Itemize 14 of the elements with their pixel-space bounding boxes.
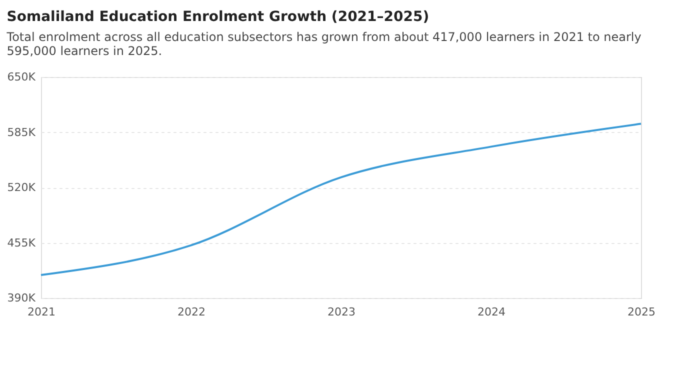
x-tick-label: 2023	[328, 306, 356, 318]
chart-title: Somaliland Education Enrolment Growth (2021–2025)	[6, 9, 430, 25]
text: Total enrolment across all education subsectors has grown from about 417,000 learners in 2021 to nearly	[6, 30, 642, 44]
text: 595,000 learners in 2025.	[6, 44, 162, 58]
y-tick-label: 650K	[7, 70, 36, 84]
line-series	[40, 122, 642, 276]
x-tick-label: 2025	[628, 306, 656, 318]
x-tick-label: 2021	[28, 306, 56, 318]
x-tick-label: 2024	[478, 306, 506, 318]
y-tick-label: 390K	[7, 292, 36, 304]
y-tick-label: 585K	[7, 126, 36, 139]
y-tick-label: 455K	[7, 236, 36, 250]
x-tick-label: 2022	[178, 306, 206, 318]
y-tick-label: 520K	[7, 181, 36, 194]
